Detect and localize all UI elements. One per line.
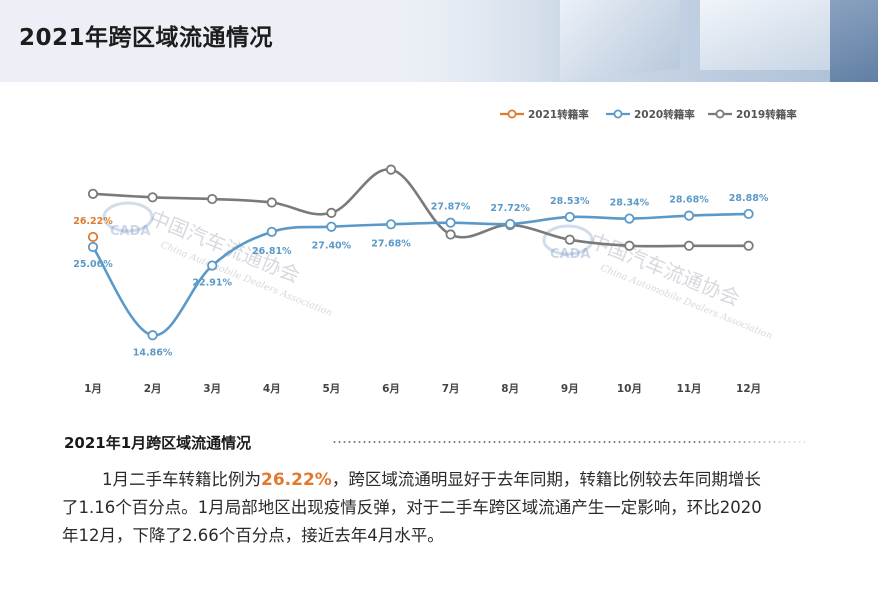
data-labels: 25.06% 14.86% 22.91% 26.81% 27.40% 27.68% 27.8… [73, 193, 769, 358]
x-tick-label: 1月 [84, 383, 102, 395]
data-point [624, 213, 635, 224]
data-point [87, 241, 99, 253]
data-label: 28.68% [669, 195, 709, 206]
legend-swatch-marker [507, 109, 517, 119]
data-point [624, 240, 635, 251]
data-point [266, 226, 277, 237]
text-run: 1月二手车转籍比例为 [102, 470, 261, 489]
data-label: 27.40% [312, 241, 352, 252]
x-tick-label: 4月 [263, 383, 281, 395]
data-point [564, 234, 575, 245]
data-point [87, 231, 99, 243]
data-point [266, 197, 277, 208]
data-point [564, 211, 575, 223]
x-tick-label: 7月 [442, 383, 460, 395]
data-label: 27.68% [371, 238, 411, 249]
data-point [385, 164, 397, 175]
data-point [87, 188, 99, 199]
watermark-logo: CADA [550, 247, 590, 262]
data-label: 14.86% [133, 347, 173, 358]
data-label: 22.91% [192, 278, 232, 289]
data-point [147, 192, 158, 203]
x-tick-label: 2月 [144, 383, 162, 395]
legend-label: 2021转籍率 [528, 108, 589, 121]
paragraph-line-1: 1月二手车转籍比例为26.22%，跨区域流通明显好于去年同期，转籍比例较去年同期… [62, 466, 822, 494]
watermark-logo: CADA [110, 224, 150, 239]
x-tick-label: 5月 [322, 383, 340, 395]
watermark-logo-swirl [542, 224, 594, 256]
data-point [683, 210, 695, 221]
data-label: 28.53% [550, 196, 590, 207]
x-tick-label: 12月 [736, 383, 761, 395]
data-point [326, 207, 337, 218]
series-points [87, 164, 754, 341]
x-tick-label: 11月 [676, 383, 701, 395]
header-banner: 2021年跨区域流通情况 [0, 0, 878, 82]
highlight-value: 26.22% [261, 470, 332, 490]
data-point [445, 229, 456, 240]
text-run: ，跨区域流通明显好于去年同期，转籍比例较去年同期增长 [331, 470, 761, 489]
chart-legend: 2021转籍率 2020转籍率 2019转籍率 [500, 108, 797, 121]
legend-swatch-marker [715, 109, 725, 119]
decor-cube [700, 0, 850, 70]
watermark-logo-swirl [102, 201, 154, 233]
data-point [326, 221, 337, 232]
data-point [385, 219, 397, 230]
section-title: 2021年1月跨区域流通情况 [64, 434, 252, 452]
data-label: 26.81% [252, 246, 292, 257]
decor-cube [830, 0, 878, 82]
data-point [505, 218, 516, 230]
data-point [683, 240, 695, 251]
legend-swatch-marker [613, 109, 623, 119]
data-point [207, 193, 218, 205]
data-label: 25.06% [73, 259, 113, 270]
page-title: 2021年跨区域流通情况 [19, 25, 274, 51]
summary-paragraph: 1月二手车转籍比例为26.22%，跨区域流通明显好于去年同期，转籍比例较去年同期… [62, 466, 822, 550]
data-label: 26.22% [73, 216, 113, 227]
legend-label: 2019转籍率 [736, 108, 797, 121]
x-tick-label: 10月 [617, 383, 642, 395]
data-point [207, 260, 218, 271]
data-label: 27.72% [490, 203, 530, 214]
data-label: 27.87% [431, 202, 471, 213]
data-point [743, 240, 754, 251]
dotted-divider [332, 441, 808, 443]
data-point [445, 217, 456, 228]
paragraph-line-3: 年12月，下降了2.66个百分点，接近去年4月水平。 [62, 526, 444, 545]
data-label: 28.34% [610, 198, 650, 209]
x-axis: 1月 2月 3月 4月 5月 6月 7月 8月 9月 10月 11月 12月 [84, 383, 761, 395]
x-tick-label: 6月 [382, 383, 400, 395]
data-label: 28.88% [729, 193, 769, 204]
x-tick-label: 9月 [561, 383, 579, 395]
legend-label: 2020转籍率 [634, 108, 695, 121]
data-point [147, 330, 158, 341]
x-tick-label: 8月 [501, 383, 519, 395]
data-point [743, 208, 754, 220]
paragraph-line-2: 了1.16个百分点。1月局部地区出现疫情反弹，对于二手车跨区域流通产生一定影响，… [62, 498, 762, 517]
x-tick-label: 3月 [203, 383, 221, 395]
decor-cube [560, 0, 680, 82]
